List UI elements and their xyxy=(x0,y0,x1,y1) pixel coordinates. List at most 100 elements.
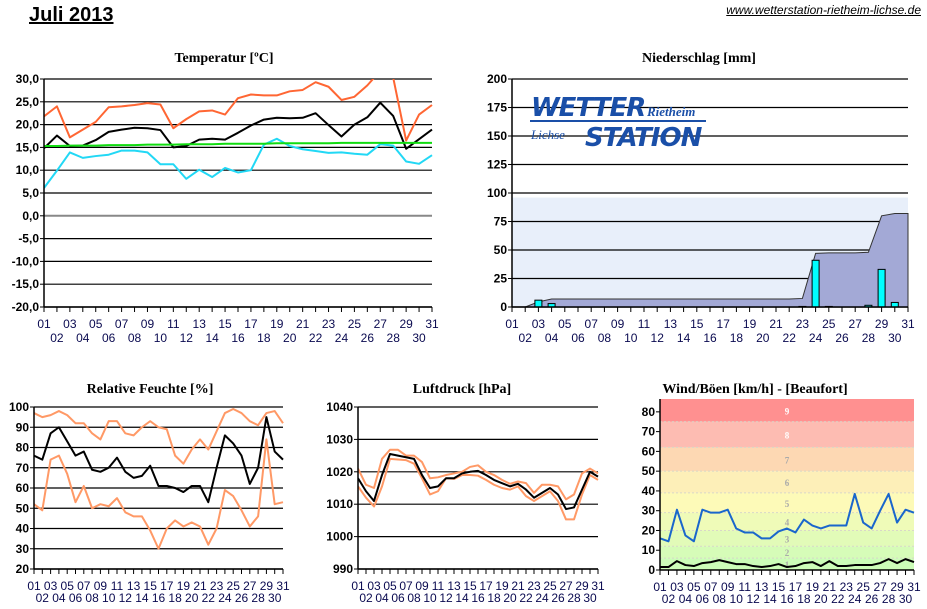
x-tick-label: 06 xyxy=(69,591,83,605)
x-tick-label: 24 xyxy=(335,331,349,345)
x-tick-label: 11 xyxy=(111,579,124,593)
y-tick-label: 60 xyxy=(16,481,30,495)
x-tick-label: 20 xyxy=(503,591,517,605)
series-line xyxy=(44,137,433,189)
y-tick-label: 0,0 xyxy=(22,209,39,223)
x-tick-label: 09 xyxy=(141,317,155,331)
x-tick-label: 19 xyxy=(177,579,191,593)
chart-title: Luftdruck [hPa] xyxy=(413,382,511,397)
chart-title: Relative Feuchte [%] xyxy=(87,382,214,397)
x-tick-label: 23 xyxy=(322,317,336,331)
x-tick-label: 12 xyxy=(651,331,665,345)
x-tick-label: 28 xyxy=(387,331,401,345)
series-line xyxy=(34,438,284,550)
x-tick-label: 12 xyxy=(746,592,760,606)
x-tick-label: 25 xyxy=(227,579,241,593)
x-tick-label: 20 xyxy=(283,331,297,345)
beaufort-label: 8 xyxy=(785,431,790,441)
y-tick-label: 30,0 xyxy=(16,72,40,86)
x-tick-label: 10 xyxy=(423,591,437,605)
y-tick-label: 125 xyxy=(487,158,507,172)
x-tick-label: 30 xyxy=(899,592,913,606)
y-tick-label: 70 xyxy=(16,461,30,475)
x-tick-label: 22 xyxy=(202,591,216,605)
beaufort-band xyxy=(660,399,914,422)
chart-press: Luftdruck [hPa]1040103010201010100099001… xyxy=(326,382,605,605)
x-tick-label: 20 xyxy=(185,591,199,605)
x-tick-label: 01 xyxy=(37,317,51,331)
x-tick-label: 09 xyxy=(415,579,429,593)
x-tick-label: 02 xyxy=(519,331,533,345)
x-tick-label: 08 xyxy=(85,591,99,605)
x-tick-label: 29 xyxy=(260,579,274,593)
x-tick-label: 10 xyxy=(624,331,638,345)
x-tick-label: 29 xyxy=(890,580,904,594)
x-tick-label: 30 xyxy=(583,591,597,605)
x-tick-label: 25 xyxy=(348,317,362,331)
x-tick-label: 15 xyxy=(144,579,158,593)
beaufort-band xyxy=(660,546,914,559)
y-tick-label: 70 xyxy=(642,425,656,439)
precip-bar xyxy=(811,259,820,308)
chart-title: Temperatur [ºC] xyxy=(174,51,273,66)
series-line xyxy=(358,452,599,511)
chart-hum: Relative Feuchte [%] 100 90 80 70 60 50 40 30 20 0… xyxy=(9,382,290,605)
y-tick-label: 1020 xyxy=(326,465,353,479)
x-tick-label: 27 xyxy=(374,317,388,331)
y-tick-label: -10,0 xyxy=(12,254,40,268)
website-link[interactable]: www.wetterstation-rietheim-lichse.de xyxy=(726,3,921,17)
x-tick-label: 31 xyxy=(907,580,921,594)
x-tick-label: 05 xyxy=(383,579,397,593)
x-tick-label: 31 xyxy=(425,317,439,331)
beaufort-label: 9 xyxy=(785,406,790,416)
y-tick-label: 20 xyxy=(16,562,30,576)
x-tick-label: 21 xyxy=(823,580,837,594)
beaufort-band xyxy=(660,530,914,547)
x-tick-label: 14 xyxy=(677,331,691,345)
x-tick-label: 24 xyxy=(218,591,232,605)
x-tick-label: 28 xyxy=(251,591,265,605)
x-tick-label: 14 xyxy=(455,591,469,605)
logo-text: Lichse xyxy=(530,127,565,142)
x-tick-label: 22 xyxy=(519,591,533,605)
y-tick-label: 10 xyxy=(642,543,656,557)
x-tick-label: 04 xyxy=(545,331,559,345)
series-line xyxy=(44,79,433,142)
x-tick-label: 09 xyxy=(721,580,735,594)
y-tick-label: 80 xyxy=(642,405,656,419)
x-tick-label: 27 xyxy=(849,317,863,331)
x-tick-label: 18 xyxy=(730,331,744,345)
x-tick-label: 16 xyxy=(780,592,794,606)
series-line xyxy=(660,492,915,543)
y-tick-label: 5,0 xyxy=(22,186,39,200)
x-tick-label: 27 xyxy=(873,580,887,594)
x-tick-label: 15 xyxy=(772,580,786,594)
beaufort-band xyxy=(660,447,914,472)
x-tick-label: 02 xyxy=(662,592,676,606)
y-tick-label: 30 xyxy=(16,542,30,556)
x-tick-label: 05 xyxy=(687,580,701,594)
beaufort-label: 1 xyxy=(785,560,790,570)
y-tick-label: 60 xyxy=(642,444,656,458)
x-tick-label: 23 xyxy=(840,580,854,594)
chart-precip: Niederschlag [mm]20017515012510075502500… xyxy=(487,51,915,345)
x-tick-label: 27 xyxy=(243,579,257,593)
y-tick-label: 200 xyxy=(487,72,507,86)
x-tick-label: 18 xyxy=(487,591,501,605)
y-tick-label: 90 xyxy=(16,420,30,434)
x-tick-label: 24 xyxy=(535,591,549,605)
x-tick-label: 02 xyxy=(359,591,373,605)
logo-text: Rietheim xyxy=(646,104,695,119)
x-tick-label: 31 xyxy=(901,317,915,331)
x-tick-label: 11 xyxy=(432,579,445,593)
x-tick-label: 02 xyxy=(50,331,64,345)
x-tick-label: 21 xyxy=(769,317,783,331)
x-tick-label: 10 xyxy=(730,592,744,606)
x-tick-label: 16 xyxy=(703,331,717,345)
x-tick-label: 15 xyxy=(690,317,704,331)
beaufort-band xyxy=(660,558,914,570)
x-tick-label: 09 xyxy=(611,317,625,331)
x-tick-label: 14 xyxy=(205,331,219,345)
x-tick-label: 20 xyxy=(814,592,828,606)
chart-wind: Wind/Böen [km/h] - [Beaufort]12345678980… xyxy=(642,382,921,606)
